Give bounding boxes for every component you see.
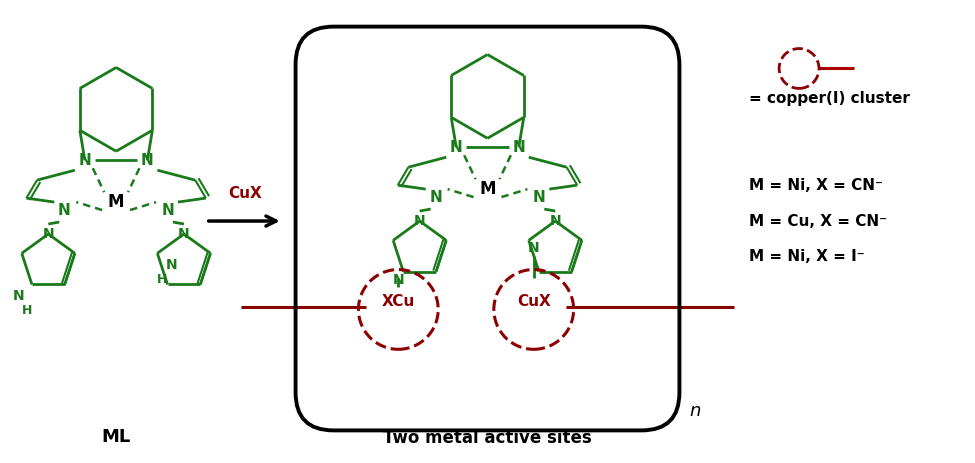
Text: N: N — [178, 227, 190, 241]
Text: N: N — [513, 140, 526, 155]
Text: ML: ML — [101, 428, 131, 446]
Text: N: N — [162, 203, 175, 218]
Text: N: N — [13, 289, 24, 303]
Text: M = Ni, X = I⁻: M = Ni, X = I⁻ — [749, 250, 865, 264]
Text: N: N — [393, 273, 404, 287]
Text: n: n — [689, 402, 701, 420]
Text: N: N — [533, 190, 546, 205]
Text: N: N — [78, 153, 92, 168]
Text: N: N — [141, 153, 154, 168]
Text: N: N — [166, 258, 177, 272]
Text: N: N — [527, 241, 539, 255]
Text: N: N — [58, 203, 70, 218]
Text: N: N — [414, 214, 425, 228]
Text: N: N — [550, 214, 561, 228]
Text: Two metal active sites: Two metal active sites — [383, 429, 592, 447]
Text: N: N — [429, 190, 442, 205]
Text: M: M — [108, 193, 125, 211]
Text: M = Ni, X = CN⁻: M = Ni, X = CN⁻ — [749, 178, 883, 193]
Text: N: N — [43, 227, 55, 241]
Text: XCu: XCu — [381, 294, 415, 309]
Text: H: H — [21, 304, 32, 317]
Text: CuX: CuX — [517, 294, 551, 309]
Text: = copper(I) cluster: = copper(I) cluster — [749, 91, 910, 106]
Text: M: M — [480, 180, 495, 198]
Text: CuX: CuX — [228, 186, 261, 200]
Text: H: H — [157, 273, 168, 286]
Text: M = Cu, X = CN⁻: M = Cu, X = CN⁻ — [749, 213, 887, 229]
Text: N: N — [449, 140, 462, 155]
